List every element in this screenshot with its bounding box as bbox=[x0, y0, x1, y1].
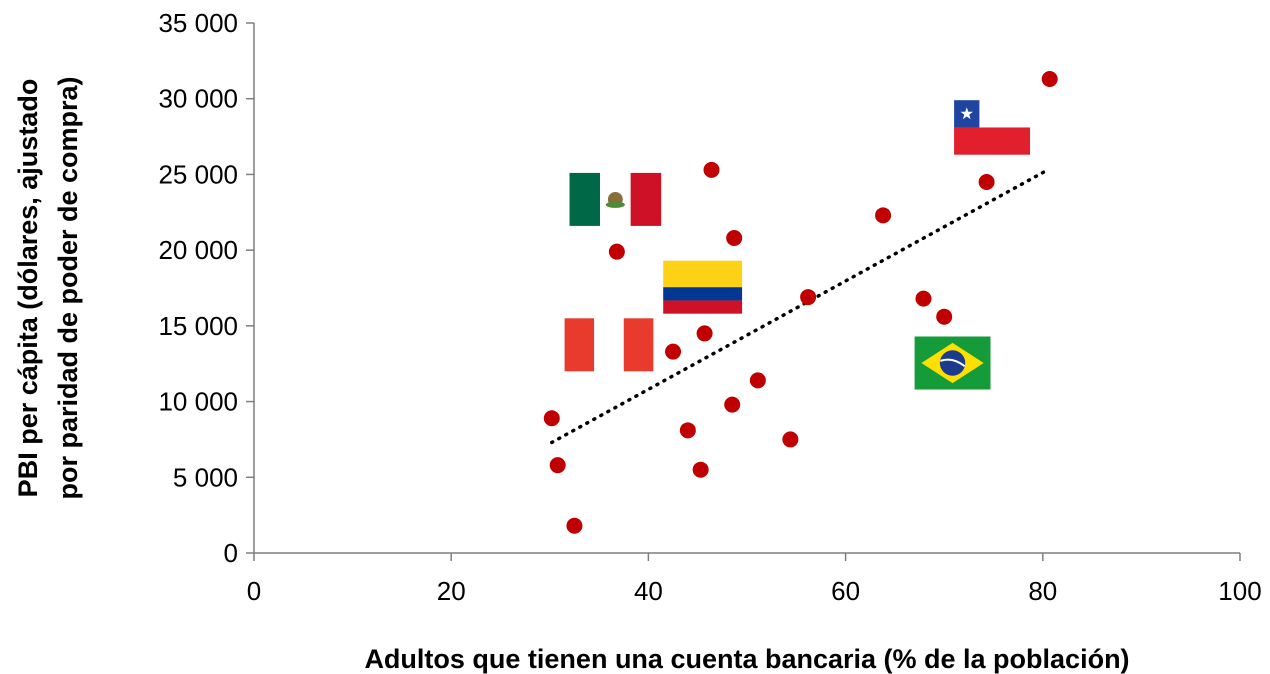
data-point bbox=[724, 396, 741, 413]
data-point bbox=[749, 372, 766, 389]
data-point bbox=[703, 161, 720, 178]
axes bbox=[253, 23, 1240, 554]
flag-group bbox=[564, 100, 1031, 390]
data-point bbox=[915, 290, 932, 307]
y-tick-label: 10 000 bbox=[158, 387, 238, 417]
data-point bbox=[566, 517, 583, 534]
peru-flag-icon bbox=[564, 318, 654, 372]
data-point bbox=[549, 457, 566, 474]
mexico-flag-icon bbox=[569, 172, 662, 226]
data-point bbox=[726, 230, 743, 247]
x-tick-label: 0 bbox=[247, 576, 261, 606]
data-point bbox=[692, 461, 709, 478]
chile-flag-icon bbox=[954, 100, 1031, 155]
trendline bbox=[550, 168, 1050, 445]
y-axis-title: PBI per cápita (dólares, ajustado por pa… bbox=[13, 76, 83, 499]
data-point bbox=[543, 410, 560, 427]
trendline-group bbox=[550, 168, 1050, 445]
x-tick-label: 80 bbox=[1028, 576, 1057, 606]
x-tick-label: 60 bbox=[831, 576, 860, 606]
data-point bbox=[782, 431, 799, 448]
y-tick-label: 25 000 bbox=[158, 159, 238, 189]
data-point bbox=[608, 243, 625, 260]
data-point bbox=[800, 289, 817, 306]
y-axis-title-line-1: PBI per cápita (dólares, ajustado bbox=[13, 79, 43, 498]
y-tick-label: 5 000 bbox=[173, 462, 238, 492]
y-tick-label: 30 000 bbox=[158, 84, 238, 114]
x-tick-label: 40 bbox=[634, 576, 663, 606]
data-point bbox=[696, 325, 713, 342]
data-point bbox=[936, 308, 953, 325]
x-tick-label: 100 bbox=[1218, 576, 1261, 606]
points-group bbox=[543, 71, 1058, 534]
data-point bbox=[665, 343, 682, 360]
y-tick-label: 20 000 bbox=[158, 235, 238, 265]
y-tick-label: 35 000 bbox=[158, 8, 238, 38]
brazil-flag-icon bbox=[914, 336, 991, 390]
data-point bbox=[1041, 71, 1058, 88]
x-tick-label: 20 bbox=[437, 576, 466, 606]
colombia-flag-icon bbox=[663, 260, 743, 314]
x-axis-title: Adultos que tienen una cuenta bancaria (… bbox=[364, 644, 1129, 674]
y-axis-title-line-2: por paridad de poder de compra) bbox=[53, 76, 83, 499]
y-tick-label: 0 bbox=[224, 538, 238, 568]
data-point bbox=[978, 174, 995, 190]
tick-group: 0 5 000 10 000 15 000 20 000 25 000 30 000 35 0… bbox=[158, 8, 1261, 606]
data-point bbox=[679, 422, 696, 439]
y-tick-label: 15 000 bbox=[158, 311, 238, 341]
data-point bbox=[875, 207, 892, 224]
